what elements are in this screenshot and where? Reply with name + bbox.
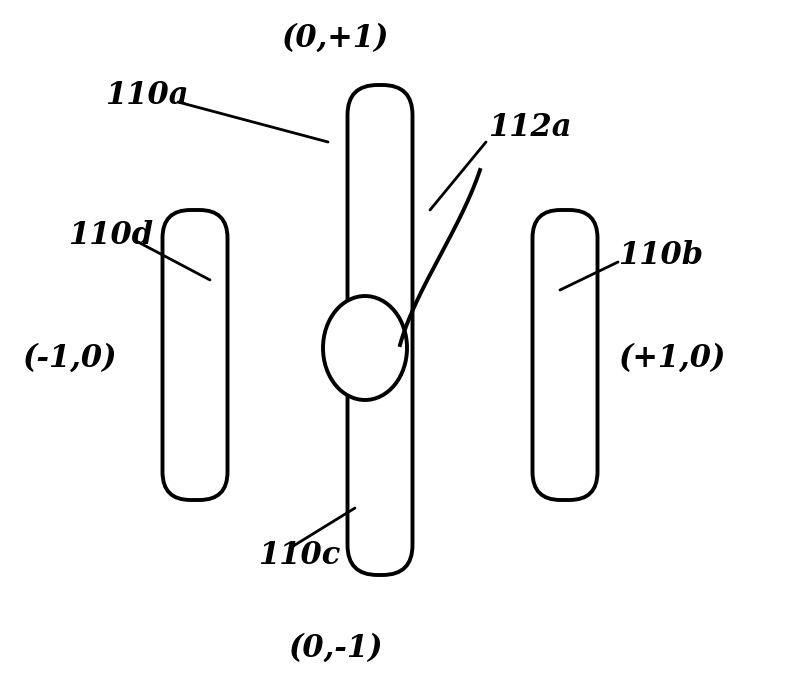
FancyBboxPatch shape	[533, 210, 597, 500]
Text: 112a: 112a	[488, 113, 572, 143]
Text: 110d: 110d	[68, 219, 153, 251]
Text: 110c: 110c	[258, 539, 340, 571]
Text: (0,+1): (0,+1)	[282, 22, 389, 54]
Text: (0,-1): (0,-1)	[288, 633, 382, 663]
Ellipse shape	[323, 296, 407, 400]
FancyBboxPatch shape	[163, 210, 228, 500]
Text: (+1,0): (+1,0)	[618, 342, 726, 374]
Text: (-1,0): (-1,0)	[22, 342, 117, 374]
Text: 110a: 110a	[105, 79, 189, 111]
FancyBboxPatch shape	[347, 85, 412, 575]
Text: 110b: 110b	[618, 239, 703, 271]
